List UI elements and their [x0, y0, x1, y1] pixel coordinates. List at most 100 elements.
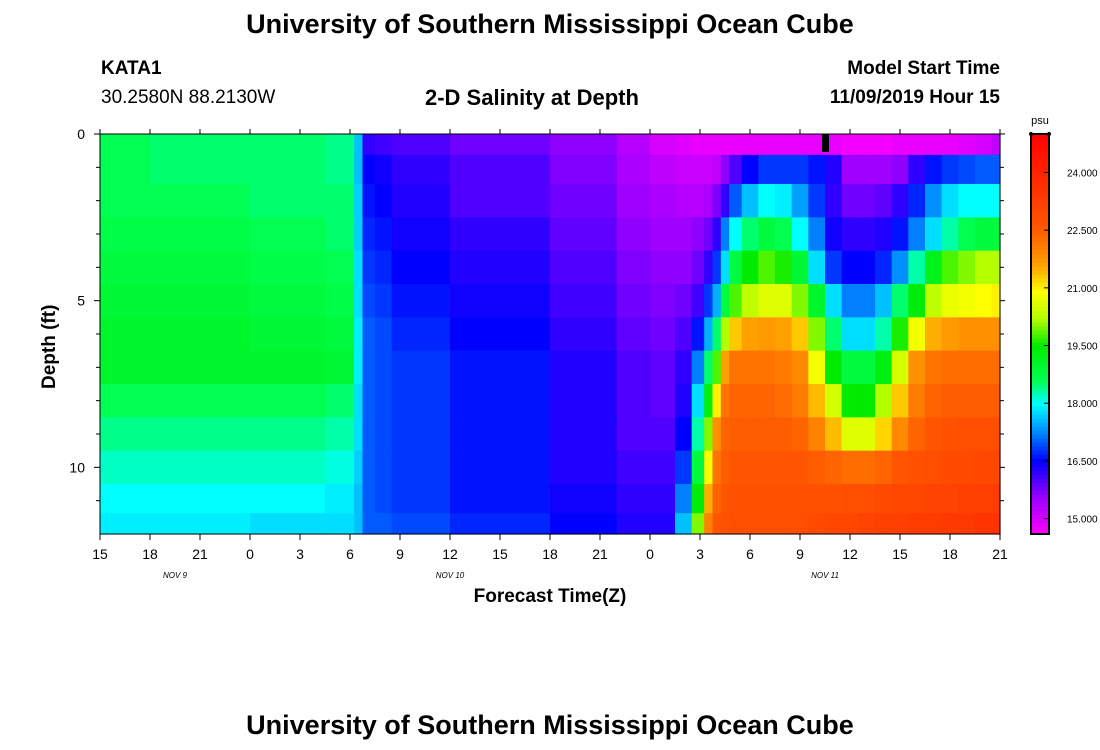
- heatmap-cell: [550, 317, 618, 352]
- heatmap-cell: [691, 154, 705, 185]
- colorbar-segment: [1031, 474, 1049, 479]
- heatmap-cell: [250, 284, 326, 318]
- colorbar-segment: [1031, 498, 1049, 503]
- heatmap-cell: [925, 417, 943, 452]
- heatmap-cell: [758, 513, 776, 535]
- heatmap-cell: [691, 134, 705, 156]
- colorbar-segment: [1031, 402, 1049, 407]
- heatmap-cell: [375, 484, 393, 514]
- heatmap-cell: [775, 317, 793, 352]
- heatmap-cell: [391, 384, 451, 418]
- heatmap-cell: [925, 284, 943, 318]
- colorbar-segment: [1031, 142, 1049, 147]
- heatmap-cell: [741, 417, 759, 452]
- heatmap-cell: [808, 417, 826, 452]
- heatmap-cell: [250, 317, 326, 352]
- colorbar-segment: [1031, 334, 1049, 339]
- heatmap-cell: [675, 154, 693, 185]
- date-label: NOV 11: [811, 571, 839, 580]
- heatmap-cell: [550, 384, 618, 418]
- heatmap-cell: [791, 217, 809, 252]
- heatmap-cell: [375, 317, 393, 352]
- heatmap-cell: [825, 284, 843, 318]
- colorbar-segment: [1031, 398, 1049, 403]
- heatmap-cell: [391, 513, 451, 535]
- heatmap-cell: [991, 513, 1001, 535]
- heatmap-cell: [250, 384, 326, 418]
- heatmap-cell: [841, 513, 859, 535]
- heatmap-cell: [704, 417, 714, 452]
- heatmap-cell: [958, 184, 976, 218]
- heatmap-cell: [375, 134, 393, 156]
- heatmap-cell: [720, 217, 730, 252]
- colorbar-segment: [1031, 218, 1049, 223]
- heatmap-cell: [858, 484, 876, 514]
- colorbar-segment: [1031, 262, 1049, 267]
- colorbar-segment: [1031, 366, 1049, 371]
- colorbar-segment: [1031, 158, 1049, 163]
- heatmap-cell: [450, 154, 551, 185]
- heatmap-cell: [808, 317, 826, 352]
- colorbar-segment: [1031, 430, 1049, 435]
- x-tick-label: 21: [992, 546, 1008, 562]
- heatmap-cell: [875, 417, 893, 452]
- heatmap-cell: [908, 134, 926, 156]
- heatmap-cell: [741, 384, 759, 418]
- colorbar-tick-label: 22.500: [1067, 226, 1098, 237]
- heatmap-cell: [150, 154, 251, 185]
- heatmap-cell: [550, 250, 618, 285]
- heatmap-cell: [975, 134, 993, 156]
- heatmap-cell: [958, 350, 976, 385]
- heatmap-cell: [375, 217, 393, 252]
- heatmap-cell: [650, 513, 676, 535]
- heatmap-cell: [650, 384, 676, 418]
- heatmap-cell: [325, 417, 355, 452]
- heatmap-cell: [741, 184, 759, 218]
- heatmap-cell: [908, 450, 926, 485]
- heatmap-cell: [691, 450, 705, 485]
- colorbar-segment: [1031, 514, 1049, 519]
- heatmap-cell: [775, 484, 793, 514]
- heatmap-cell: [675, 217, 693, 252]
- x-tick-label: 18: [142, 546, 158, 562]
- heatmap-cell: [450, 384, 551, 418]
- heatmap-cell: [354, 450, 364, 485]
- colorbar-segment: [1031, 202, 1049, 207]
- date-label: NOV 9: [163, 571, 188, 580]
- heatmap-cell: [325, 184, 355, 218]
- heatmap-cell: [675, 417, 693, 452]
- heatmap-cell: [720, 513, 730, 535]
- heatmap-cell: [991, 284, 1001, 318]
- heatmap-cell: [691, 217, 705, 252]
- colorbar-segment: [1031, 134, 1049, 139]
- heatmap-cell: [825, 350, 843, 385]
- heatmap-cell: [704, 513, 714, 535]
- colorbar-segment: [1031, 146, 1049, 151]
- colorbar-segment: [1031, 214, 1049, 219]
- heatmap-cell: [808, 250, 826, 285]
- colorbar-segment: [1031, 382, 1049, 387]
- heatmap-cell: [891, 317, 909, 352]
- heatmap-cell: [391, 154, 451, 185]
- heatmap-cell: [729, 217, 743, 252]
- heatmap-cell: [841, 217, 859, 252]
- heatmap-cell: [550, 284, 618, 318]
- page-title-top: University of Southern Mississippi Ocean…: [246, 9, 854, 39]
- heatmap-cell: [675, 250, 693, 285]
- heatmap-cell: [741, 284, 759, 318]
- heatmap-cell: [250, 184, 326, 218]
- heatmap-cell: [712, 250, 722, 285]
- heatmap-cell: [975, 250, 993, 285]
- heatmap-cell: [391, 284, 451, 318]
- colorbar-segment: [1031, 230, 1049, 235]
- x-tick-label: 9: [796, 546, 804, 562]
- colorbar-segment: [1031, 326, 1049, 331]
- colorbar-segment: [1031, 330, 1049, 335]
- heatmap-cell: [925, 384, 943, 418]
- heatmap-cell: [875, 217, 893, 252]
- heatmap-cell: [650, 484, 676, 514]
- heatmap-cell: [450, 417, 551, 452]
- colorbar-tick-label: 24.000: [1067, 168, 1098, 179]
- x-tick-label: 21: [192, 546, 208, 562]
- heatmap-cell: [704, 484, 714, 514]
